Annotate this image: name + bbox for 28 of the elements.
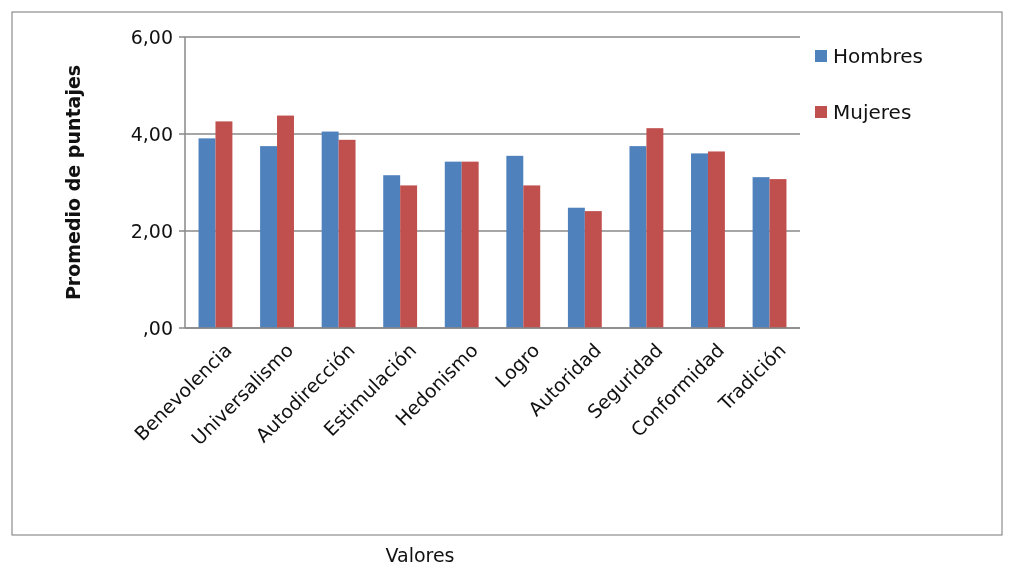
bar (461, 161, 479, 328)
y-tick-label: 4,00 (130, 122, 173, 145)
bar (506, 155, 524, 328)
bar (769, 179, 787, 328)
bar (646, 128, 664, 328)
bar (338, 139, 356, 328)
bar (400, 185, 418, 328)
bar (523, 185, 541, 328)
bar (198, 138, 216, 328)
bar (629, 146, 647, 328)
bar (707, 151, 725, 328)
y-tick-label: ,00 (142, 316, 173, 339)
bar (444, 161, 462, 328)
bar (383, 175, 401, 328)
y-tick-label: 6,00 (130, 25, 173, 48)
x-axis-title: Valores (385, 544, 455, 566)
bar (321, 131, 339, 328)
bar (277, 115, 294, 328)
y-axis-title: Promedio de puntajes (62, 64, 84, 301)
bar (752, 177, 770, 328)
bar (567, 207, 585, 328)
bar (691, 153, 708, 328)
bar (215, 121, 233, 328)
bar (260, 146, 278, 328)
legend-label: Mujeres (833, 100, 912, 124)
legend-label: Hombres (833, 44, 923, 68)
bar (584, 211, 602, 328)
y-tick-label: 2,00 (130, 219, 173, 242)
